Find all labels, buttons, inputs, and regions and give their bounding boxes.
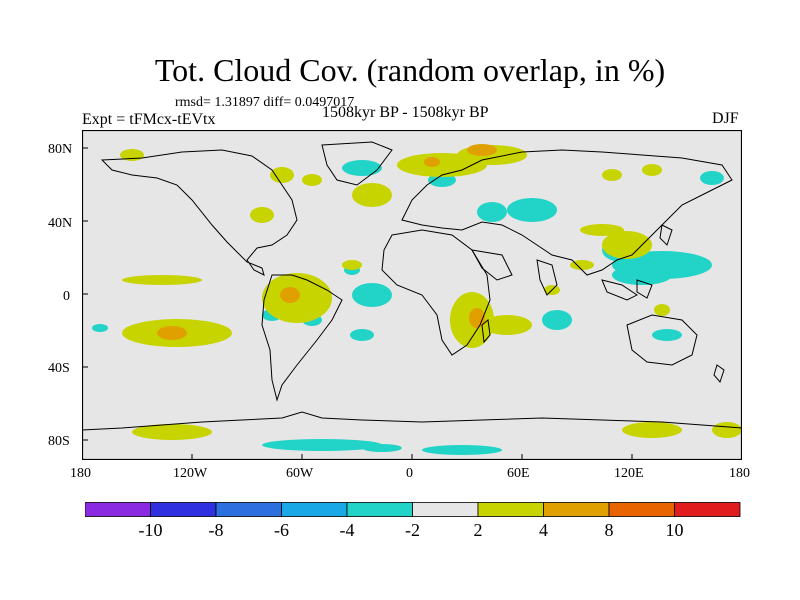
colorbar-box [608, 502, 675, 517]
colorbar-box [150, 502, 217, 517]
experiment-label: Expt = tFMcx-tEVtx [82, 111, 216, 128]
colorbar-box [281, 502, 348, 517]
colorbar-box [412, 502, 479, 517]
colorbar [85, 502, 741, 517]
colorbar-label: 10 [665, 520, 684, 540]
map-title: Tot. Cloud Cov. (random overlap, in %) [154, 52, 666, 88]
coastlines [81, 141, 743, 431]
lon-tick-label: 180 [70, 466, 91, 481]
colorbar-box [543, 502, 610, 517]
world-map [81, 129, 743, 465]
lon-tick-label: 120E [614, 466, 644, 481]
lat-tick-label: 40S [48, 361, 70, 376]
map-svg [81, 129, 743, 461]
colorbar-box [674, 502, 741, 517]
axis-ticks [82, 147, 633, 460]
colorbar-label: -8 [208, 520, 224, 540]
colorbar-label: 4 [539, 520, 548, 540]
colorbar-label: 8 [604, 520, 614, 540]
lon-tick-label: 60E [507, 466, 530, 481]
colorbar-box [85, 502, 151, 517]
map-background [82, 130, 742, 460]
colorbar-box [477, 502, 544, 517]
lat-tick-label: 80S [48, 434, 70, 449]
lon-tick-label: 60W [286, 466, 314, 481]
colorbar-box [346, 502, 413, 517]
colorbar-label: -10 [138, 520, 163, 540]
lat-tick-label: 80N [48, 142, 73, 157]
lat-tick-label: 40N [48, 216, 73, 231]
negative-anomaly-patches [92, 160, 724, 455]
stats-line: rmsd= 1.31897 diff= 0.0497017 [175, 95, 355, 110]
colorbar-box [215, 502, 282, 517]
period-label: 1508kyr BP - 1508kyr BP [322, 104, 489, 121]
season-label: DJF [712, 110, 739, 127]
colorbar-label: -4 [339, 520, 355, 540]
colorbar-label: -2 [405, 520, 420, 540]
colorbar-label: -6 [274, 520, 289, 540]
lon-tick-label: 120W [173, 466, 208, 481]
colorbar-label: 2 [473, 520, 483, 540]
lon-tick-label: 0 [406, 466, 413, 481]
lon-tick-label: 180 [729, 466, 750, 481]
lat-tick-label: 0 [63, 289, 70, 304]
